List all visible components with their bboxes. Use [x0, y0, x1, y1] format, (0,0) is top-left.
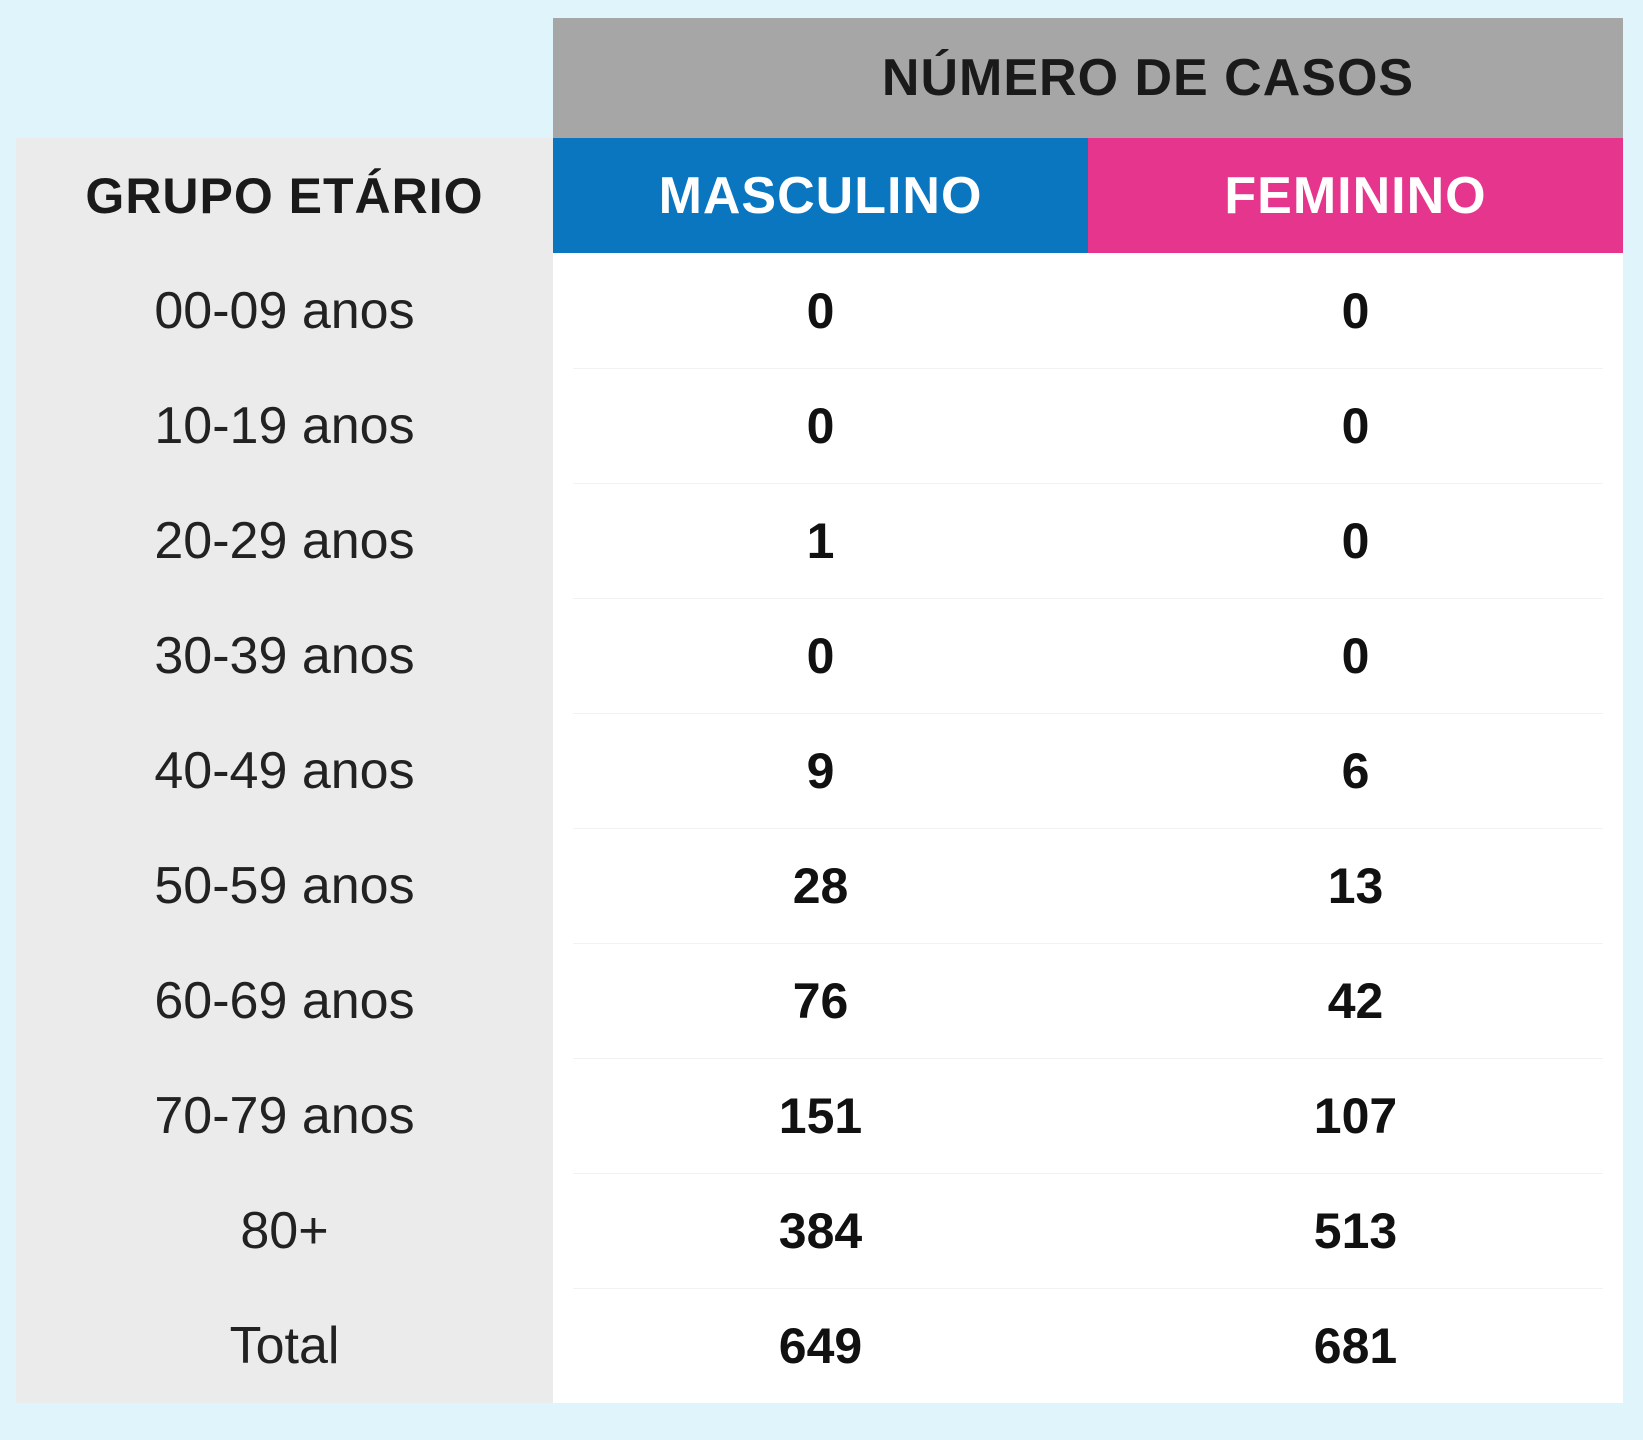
male-count-cell: 0	[806, 627, 835, 684]
age-group-cell: 30-39 anos	[154, 626, 415, 685]
female-count-cell: 0	[1341, 512, 1370, 569]
male-count-cell: 1	[806, 512, 835, 569]
male-count-cell: 649	[778, 1317, 863, 1374]
table-row: 20-29 anos 1 0	[16, 483, 1623, 598]
female-count-cell: 42	[1327, 972, 1384, 1029]
table-row: 50-59 anos 28 13	[16, 828, 1623, 943]
age-group-cell: 80+	[240, 1201, 329, 1260]
age-group-cell: 60-69 anos	[154, 971, 415, 1030]
table-row: 70-79 anos 151 107	[16, 1058, 1623, 1173]
female-count-cell: 0	[1341, 282, 1370, 339]
female-count-cell: 681	[1313, 1317, 1398, 1374]
column-header-age-group: GRUPO ETÁRIO	[85, 167, 484, 224]
row-divider	[573, 1058, 1603, 1059]
cases-table: NÚMERO DE CASOS GRUPO ETÁRIO MASCULINO F…	[16, 18, 1623, 1403]
female-count-cell: 0	[1341, 397, 1370, 454]
table-row: Total 649 681	[16, 1288, 1623, 1403]
age-group-cell: 10-19 anos	[154, 396, 415, 455]
row-divider	[573, 1288, 1603, 1289]
female-count-cell: 0	[1341, 627, 1370, 684]
female-count-cell: 6	[1341, 742, 1370, 799]
row-divider	[573, 598, 1603, 599]
table-row: 30-39 anos 0 0	[16, 598, 1623, 713]
male-count-cell: 0	[806, 282, 835, 339]
age-group-cell: 20-29 anos	[154, 511, 415, 570]
male-count-cell: 9	[806, 742, 835, 799]
age-group-cell: 50-59 anos	[154, 856, 415, 915]
column-header-male: MASCULINO	[553, 138, 1088, 253]
table-row: 10-19 anos 0 0	[16, 368, 1623, 483]
table-row: 40-49 anos 9 6	[16, 713, 1623, 828]
table-row: 60-69 anos 76 42	[16, 943, 1623, 1058]
super-header-cases: NÚMERO DE CASOS	[553, 18, 1623, 138]
age-group-cell: 40-49 anos	[154, 741, 415, 800]
column-header-female: FEMININO	[1088, 138, 1623, 253]
male-count-cell: 76	[792, 972, 849, 1029]
row-divider	[573, 483, 1603, 484]
age-column-background	[16, 138, 553, 1403]
row-divider	[573, 943, 1603, 944]
male-count-cell: 0	[806, 397, 835, 454]
row-divider	[573, 828, 1603, 829]
female-count-cell: 513	[1313, 1202, 1398, 1259]
table-row: 00-09 anos 0 0	[16, 253, 1623, 368]
row-divider	[573, 368, 1603, 369]
female-count-cell: 107	[1313, 1087, 1398, 1144]
age-group-cell: 00-09 anos	[154, 281, 415, 340]
male-count-cell: 384	[778, 1202, 863, 1259]
male-count-cell: 151	[778, 1087, 863, 1144]
age-group-cell: 70-79 anos	[154, 1086, 415, 1145]
row-divider	[573, 713, 1603, 714]
age-group-cell: Total	[229, 1316, 340, 1375]
female-count-cell: 13	[1327, 857, 1384, 914]
row-divider	[573, 1173, 1603, 1174]
male-count-cell: 28	[792, 857, 849, 914]
table-row: 80+ 384 513	[16, 1173, 1623, 1288]
